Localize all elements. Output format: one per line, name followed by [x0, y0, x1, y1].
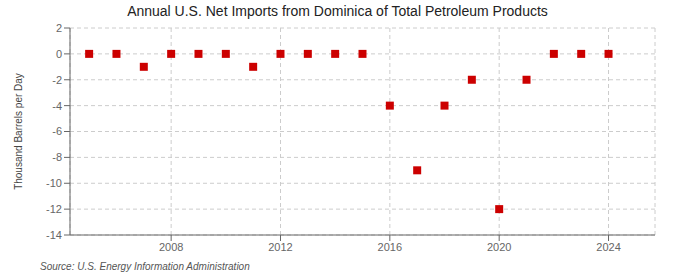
svg-text:-14: -14	[46, 229, 62, 241]
svg-text:2008: 2008	[159, 241, 183, 253]
svg-text:-6: -6	[52, 125, 62, 137]
svg-text:-2: -2	[52, 74, 62, 86]
svg-text:-10: -10	[46, 177, 62, 189]
html-text:Annual U.S. Net Imports from D: Annual U.S. Net Imports from Dominica of…	[127, 3, 548, 19]
svg-text:2024: 2024	[596, 241, 620, 253]
svg-text:-8: -8	[52, 151, 62, 163]
html-text:Source: U.S. Energy Informatio: Source: U.S. Energy Information Administ…	[40, 261, 250, 272]
svg-text:0: 0	[56, 48, 62, 60]
svg-text:-12: -12	[46, 203, 62, 215]
svg-text:2016: 2016	[378, 241, 402, 253]
svg-text:2: 2	[56, 22, 62, 34]
svg-text:Thousand Barrels per Day: Thousand Barrels per Day	[13, 73, 24, 190]
svg-text:2020: 2020	[487, 241, 511, 253]
svg-text:-4: -4	[52, 100, 62, 112]
svg-text:2012: 2012	[268, 241, 292, 253]
